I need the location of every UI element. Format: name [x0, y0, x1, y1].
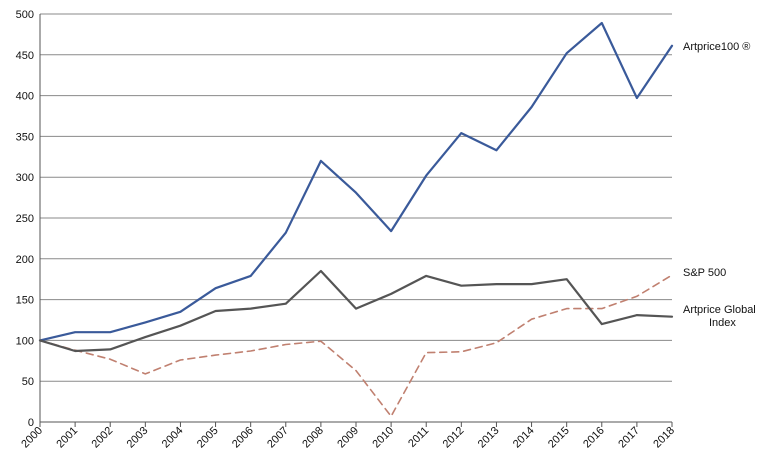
x-tick-label: 2013 — [476, 425, 502, 451]
x-tick-label: 2010 — [370, 425, 396, 451]
y-tick-label: 100 — [16, 335, 34, 347]
x-tick-label: 2015 — [546, 425, 572, 451]
y-tick-label: 50 — [22, 376, 34, 388]
series-label: Artprice100 ® — [683, 41, 750, 53]
x-tick-label: 2001 — [54, 425, 80, 451]
series-group — [38, 21, 674, 418]
y-axis-ticks: 0 50 100 150 200 250 300 350 400 450 500 — [16, 9, 34, 429]
y-tick-label: 450 — [16, 50, 34, 62]
y-tick-label: 500 — [16, 9, 34, 21]
y-tick-label: 250 — [16, 213, 34, 225]
y-tick-label: 150 — [16, 295, 34, 307]
series-label: Index — [709, 317, 736, 329]
x-tick-label: 2000 — [19, 425, 45, 451]
grid-lines — [40, 13, 672, 382]
series-line-1 — [39, 274, 673, 418]
y-tick-label: 0 — [28, 417, 34, 429]
series-label: Artprice Global — [683, 304, 756, 316]
x-tick-label: 2002 — [90, 425, 116, 451]
series-label: S&P 500 — [683, 267, 726, 279]
y-tick-label: 300 — [16, 172, 34, 184]
x-tick-label: 2011 — [406, 425, 431, 450]
x-axis-ticks: 2000 2001 2002 2003 2004 2005 2006 2007 2008 2009… — [19, 422, 677, 450]
x-tick-label: 2005 — [195, 425, 221, 451]
x-tick-label: 2007 — [265, 425, 291, 451]
y-tick-label: 200 — [16, 254, 34, 266]
x-tick-label: 2008 — [300, 425, 326, 451]
x-tick-label: 2009 — [335, 425, 361, 451]
x-tick-label: 2004 — [160, 425, 186, 451]
series-line-0 — [38, 21, 674, 342]
x-tick-label: 2017 — [616, 425, 642, 451]
y-tick-label: 350 — [16, 131, 34, 143]
series-line-2 — [38, 269, 674, 353]
x-tick-label: 2014 — [511, 425, 537, 451]
x-tick-label: 2012 — [441, 425, 467, 451]
x-tick-label: 2003 — [125, 425, 151, 451]
y-tick-label: 400 — [16, 91, 34, 103]
x-tick-label: 2016 — [581, 425, 607, 451]
x-tick-label: 2018 — [651, 425, 677, 451]
x-tick-label: 2006 — [230, 425, 256, 451]
